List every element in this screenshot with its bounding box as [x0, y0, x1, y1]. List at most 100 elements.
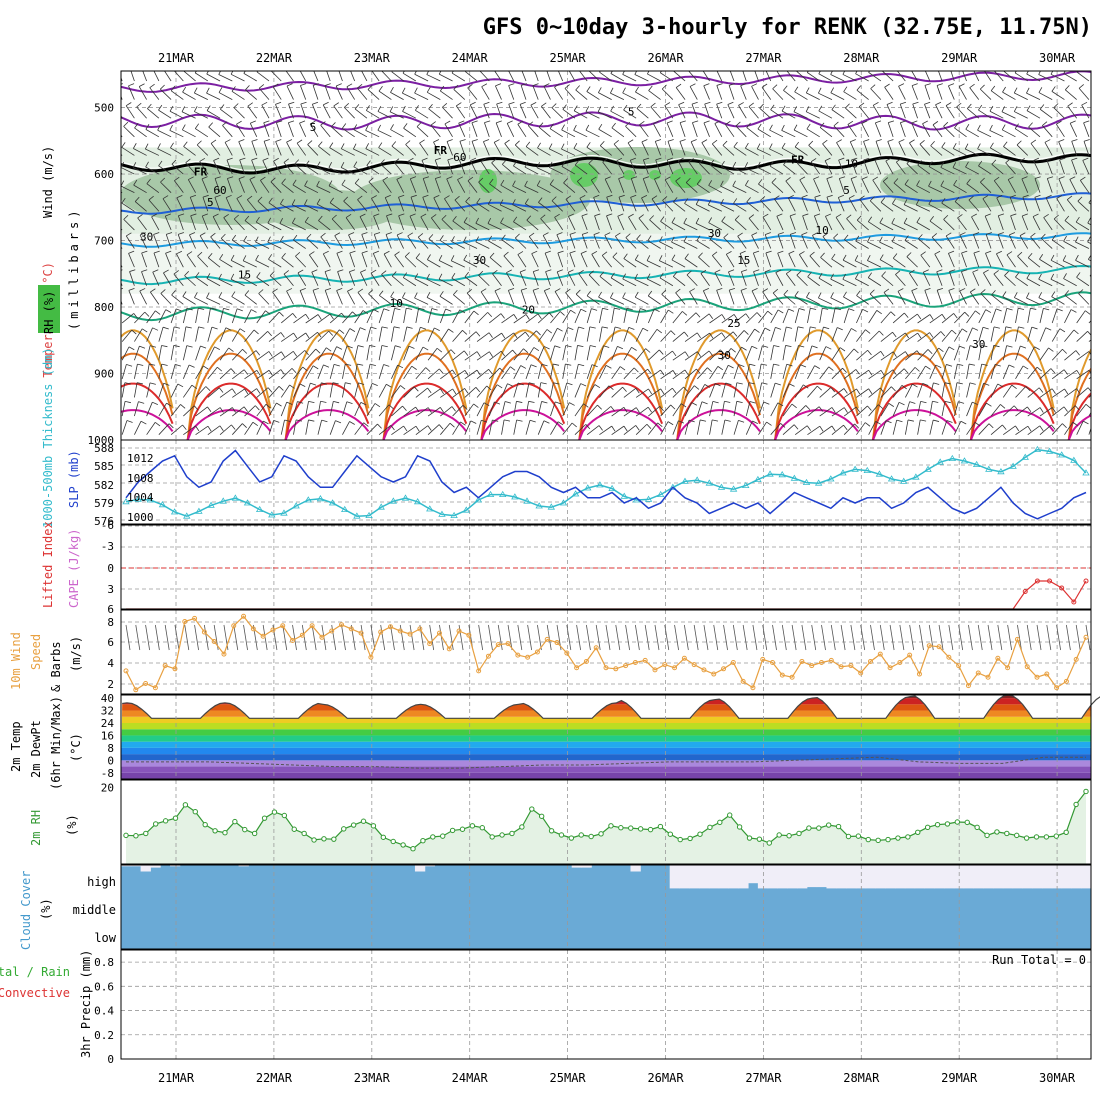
wind-barb: [309, 123, 319, 138]
cloud-high-gap: [571, 865, 583, 868]
rh-point: [440, 833, 446, 839]
wind-barb-flag: [1026, 105, 1031, 111]
wind-barb: [137, 217, 147, 231]
wind-barb: [782, 326, 787, 342]
wind-barb-flag: [684, 198, 689, 204]
wind-barb: [467, 87, 478, 100]
wind-barb-flag: [903, 217, 908, 224]
wind-barb: [1088, 320, 1091, 324]
wind-barb: [1039, 308, 1044, 324]
wind-barb: [586, 295, 600, 305]
wind-barb: [244, 220, 258, 231]
wind-barb-flag: [153, 232, 160, 235]
dewpt-label: 2m DewPt: [29, 720, 43, 778]
wind-speed-point: [290, 637, 296, 643]
wind-barb-flag: [378, 86, 383, 92]
contour-label: 5: [843, 184, 850, 197]
wind-barb-flag: [457, 176, 463, 180]
wind-barb: [979, 88, 992, 100]
wind-barb: [782, 403, 793, 417]
wind-barb: [684, 258, 698, 268]
wind-barb-flag: [128, 250, 135, 254]
wind-barb-flag: [275, 101, 282, 105]
wind-barb-flag: [868, 71, 871, 73]
wind-barb: [1002, 129, 1016, 138]
isotherm-35: [186, 382, 272, 440]
wind-barb: [1081, 104, 1090, 119]
wind-barb-flag: [724, 419, 731, 422]
wind-barb: [513, 419, 518, 435]
wind-barb-10m: [311, 624, 317, 651]
rh-point: [1004, 830, 1010, 837]
wind-barb: [145, 148, 160, 156]
wind-barb: [1071, 159, 1078, 175]
wind-barb: [502, 164, 515, 175]
wind-barb: [147, 108, 160, 119]
rh-point: [479, 825, 485, 831]
wind-barb: [820, 257, 833, 268]
wind-barb: [796, 71, 808, 82]
wind-barb-flag: [925, 365, 931, 370]
wind-barb: [365, 148, 380, 156]
wind-barb: [177, 234, 184, 249]
thickness-point: [571, 490, 580, 497]
wind-barb: [696, 384, 706, 398]
wind-barb: [199, 161, 209, 175]
wind-barb: [993, 273, 1004, 287]
wind-barb-flag: [189, 232, 196, 236]
wind-barb-flag: [891, 386, 896, 392]
precip-tick: 0.2: [94, 1029, 114, 1042]
wind-barb-flag: [517, 382, 524, 386]
wind10m-label: 10m Wind: [9, 632, 23, 690]
wind-barb: [410, 196, 417, 212]
wind-barb-flag: [519, 269, 526, 273]
wind-barb: [483, 141, 490, 156]
wind-barb: [941, 382, 946, 398]
wind-barb: [269, 275, 282, 287]
wind-barb-flag: [540, 214, 546, 219]
wind-barb-flag: [294, 159, 300, 165]
isotherm-25: [676, 329, 761, 440]
wind-barb-flag: [901, 385, 907, 390]
wind-barb-flag: [316, 161, 321, 168]
wind-barb: [697, 350, 710, 361]
wind-barb: [1014, 111, 1028, 119]
wind-barb-flag: [233, 214, 239, 220]
wind-barb: [953, 401, 959, 417]
thickness-point: [365, 511, 373, 518]
contour-label: 30: [718, 349, 731, 362]
slp-tick: 1004: [127, 491, 154, 504]
temp-band: [121, 723, 1091, 730]
thickness-point: [474, 496, 483, 503]
wind-barb-flag: [961, 250, 968, 254]
wind-barb-10m: [899, 624, 905, 651]
wind-barb-flag: [278, 386, 284, 391]
wind-barb-10m: [546, 624, 552, 651]
wind-barb-flag: [1022, 194, 1029, 198]
wind-barb: [170, 345, 175, 361]
wind-speed-point: [848, 663, 854, 669]
wind-barb: [746, 201, 759, 212]
wind-barb: [311, 271, 319, 286]
wind-barb-flag: [814, 194, 821, 198]
wind-barb: [684, 351, 698, 361]
wind-barb-flag: [413, 386, 419, 392]
wind-barb: [513, 401, 517, 417]
wind-barb: [251, 159, 258, 175]
wind-barb-flag: [394, 251, 400, 256]
wind-barb-flag: [969, 83, 975, 88]
wind-barb-flag: [643, 176, 650, 179]
wind-barb: [647, 278, 661, 287]
wind-barb-flag: [828, 366, 834, 371]
wind-barb-10m: [184, 624, 190, 651]
wind-barb: [905, 332, 918, 342]
temp-band: [121, 710, 1091, 717]
wind-barb-flag: [459, 157, 466, 161]
wind-barb-flag: [136, 382, 143, 385]
wind-barb-flag: [647, 406, 652, 413]
wind-barb: [268, 386, 280, 398]
wind-barb-flag: [671, 236, 675, 243]
wind-barb-flag: [546, 329, 553, 334]
wind-barb-flag: [906, 252, 912, 257]
